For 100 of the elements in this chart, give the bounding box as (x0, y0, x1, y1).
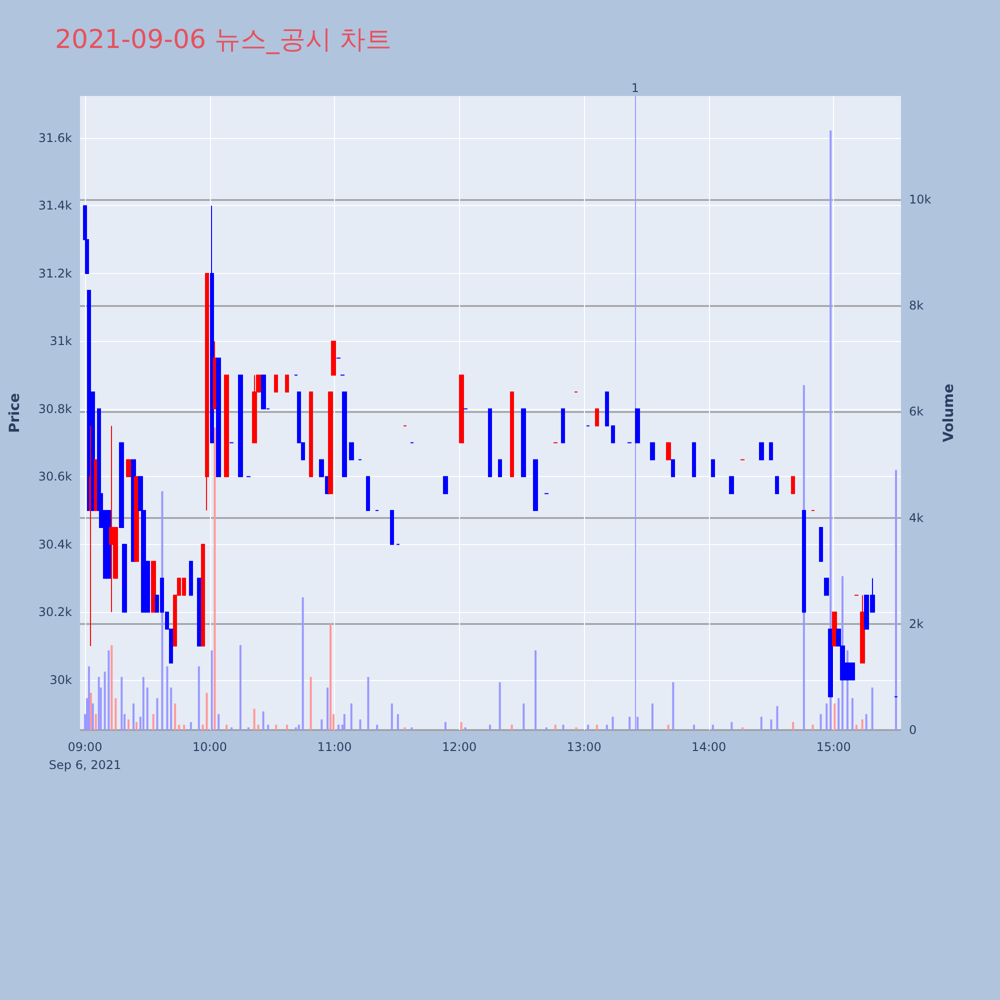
bar (326, 688, 329, 730)
bar (498, 682, 501, 730)
bar (132, 703, 135, 730)
candlestick (729, 476, 734, 494)
bar (136, 722, 138, 730)
bar (776, 706, 778, 730)
bar (128, 719, 130, 730)
bar (94, 714, 97, 730)
bar (210, 650, 213, 730)
bar (672, 682, 674, 730)
bar (294, 727, 297, 730)
y-tick-label: 30.2k (38, 605, 72, 620)
chart-title: 2021-09-06 뉴스_공시 차트 (55, 25, 392, 55)
candlestick (711, 459, 715, 478)
bar (522, 703, 525, 730)
bar (88, 666, 90, 730)
bar (202, 724, 204, 730)
bar (838, 698, 840, 730)
bar (146, 688, 148, 730)
bar (820, 714, 822, 730)
y2-tick-label: 4k (909, 510, 924, 525)
candlestick (824, 578, 829, 596)
y2-tick-label: 6k (909, 404, 924, 419)
y-tick-label: 31.4k (38, 198, 72, 213)
y2-tick-label: 10k (909, 192, 932, 206)
x-tick-label: 13:00 (566, 740, 602, 754)
bar (90, 692, 92, 730)
candlestick (328, 392, 333, 494)
candlestick (671, 459, 675, 478)
bar (545, 727, 548, 730)
candlestick (309, 392, 313, 478)
bar (257, 724, 260, 730)
bar (667, 724, 670, 730)
y-tick-label: 30.4k (38, 537, 72, 552)
candlestick (775, 476, 779, 494)
candlestick (122, 544, 127, 613)
y-tick-label: 30.6k (38, 470, 72, 484)
bar (628, 716, 631, 730)
candlestick (510, 392, 514, 478)
candlestick (860, 594, 865, 664)
candlestick (692, 442, 696, 478)
candlestick (666, 442, 671, 460)
bar (390, 703, 393, 730)
bar (226, 724, 228, 730)
bar (742, 727, 744, 730)
bar (183, 724, 186, 730)
candlestick (285, 374, 289, 392)
candlestick (331, 340, 336, 376)
y2-axis-title: Volume (941, 384, 958, 442)
bar (302, 597, 304, 730)
x-tick-label: 10:00 (192, 740, 228, 754)
candlestick (224, 374, 229, 478)
bar (712, 724, 714, 730)
bar (826, 703, 828, 730)
bar (98, 676, 100, 730)
bar (198, 666, 200, 730)
bar (855, 724, 858, 730)
candlestick (119, 442, 124, 528)
bar (338, 724, 340, 730)
candlestick (828, 628, 833, 698)
bar (156, 698, 158, 730)
candlestick (216, 358, 221, 478)
bar (110, 645, 113, 730)
candlestick (261, 374, 266, 410)
bar (253, 708, 256, 730)
bar (286, 724, 288, 730)
bar (239, 645, 242, 730)
bar (554, 724, 556, 730)
bar (410, 727, 413, 730)
bar (190, 722, 192, 730)
bar (170, 688, 172, 730)
candlestick (561, 408, 565, 444)
bar (108, 650, 110, 730)
bar (310, 676, 312, 730)
candlestick (791, 476, 795, 494)
bar (367, 676, 370, 730)
candlestick (201, 544, 205, 647)
candlestick (498, 459, 502, 478)
x-tick-label: 14:00 (692, 740, 726, 754)
candlestick (832, 612, 837, 647)
candlestick (252, 374, 257, 444)
bar (871, 688, 874, 730)
x-tick-label: 12:00 (442, 740, 477, 754)
y-tick-label: 30k (50, 672, 72, 687)
bar (396, 714, 399, 730)
bar (114, 698, 117, 730)
candlestick (126, 459, 131, 478)
bar (444, 722, 446, 730)
bar (693, 724, 696, 730)
bar (92, 703, 94, 730)
candlestick (238, 374, 243, 478)
bar (489, 724, 491, 730)
bar (651, 703, 654, 730)
candlestick (521, 408, 526, 478)
candlestick (109, 425, 114, 613)
bar (770, 719, 772, 730)
bar (218, 714, 220, 730)
y-tick-label: 31k (50, 334, 72, 348)
bar (510, 724, 513, 730)
candlestick (802, 510, 806, 613)
